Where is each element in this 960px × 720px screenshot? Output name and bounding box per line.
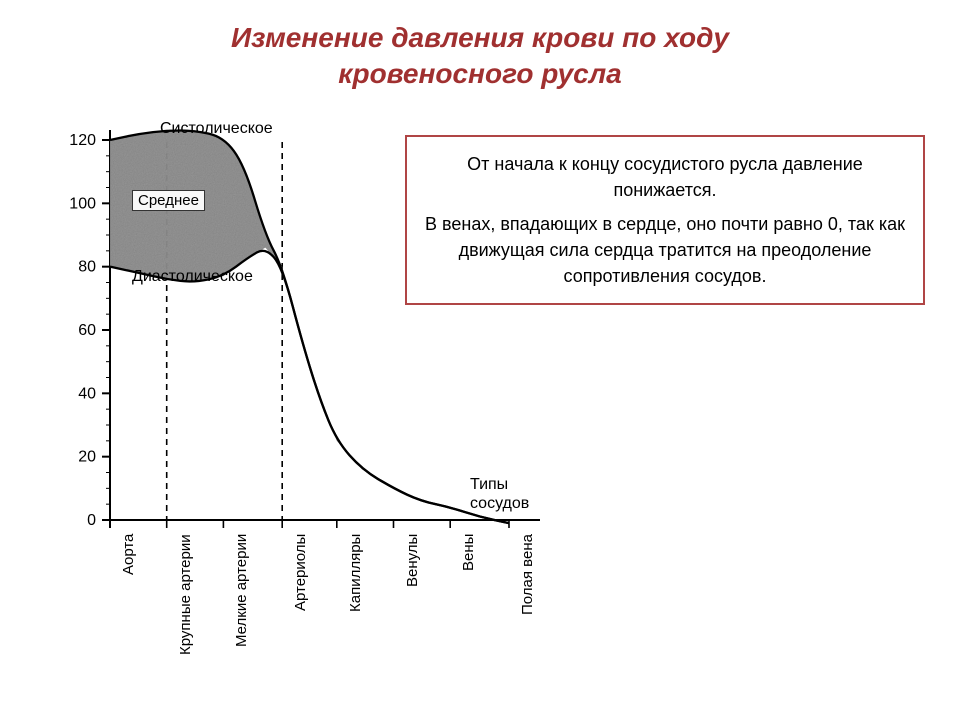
xcat-3: Артериолы	[292, 534, 309, 611]
diastolic-label: Диастолическое	[132, 268, 253, 286]
svg-text:120: 120	[69, 132, 96, 149]
xcat-1: Крупные артерии	[177, 534, 194, 655]
info-box: От начала к концу сосудистого русла давл…	[405, 135, 925, 305]
svg-text:0: 0	[87, 512, 96, 529]
xcat-2: Мелкие артерии	[233, 534, 250, 647]
xcat-5: Венулы	[404, 534, 421, 587]
title-line1: Изменение давления крови по ходу	[231, 22, 729, 53]
page-title: Изменение давления крови по ходу кровено…	[0, 20, 960, 93]
systolic-label: Систолическое	[160, 120, 273, 138]
svg-text:80: 80	[78, 259, 96, 276]
xcat-0: Аорта	[120, 534, 137, 575]
title-line2: кровеносного русла	[338, 58, 621, 89]
xcat-4: Капилляры	[347, 534, 364, 612]
xcat-6: Вены	[460, 534, 477, 571]
mean-label: Среднее	[132, 190, 205, 211]
xaxis-label: Типысосудов	[470, 475, 529, 513]
svg-text:40: 40	[78, 385, 96, 402]
svg-text:60: 60	[78, 322, 96, 339]
svg-text:20: 20	[78, 449, 96, 466]
svg-text:100: 100	[69, 195, 96, 212]
xcat-7: Полая вена	[519, 534, 536, 615]
info-p2: В венах, впадающих в сердце, оно почти р…	[425, 211, 905, 289]
xaxis-categories: Аорта Крупные артерии Мелкие артерии Артери…	[110, 534, 590, 684]
info-p1: От начала к концу сосудистого русла давл…	[425, 151, 905, 203]
